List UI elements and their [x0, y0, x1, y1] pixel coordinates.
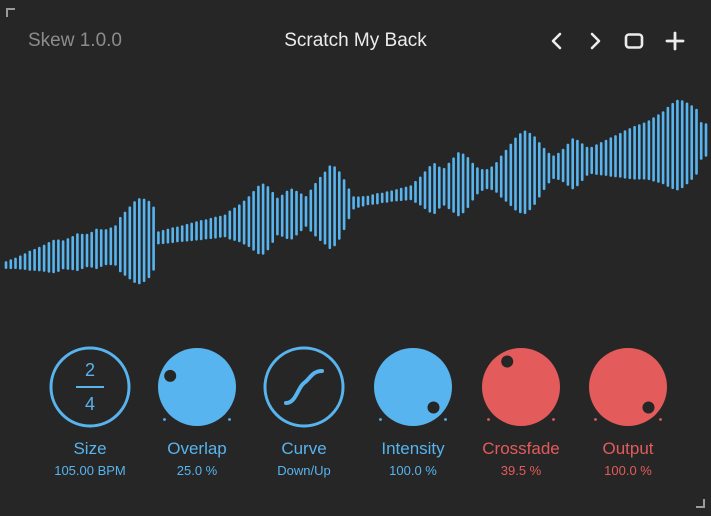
- window-button[interactable]: [619, 26, 649, 56]
- intensity-label: Intensity: [381, 439, 445, 458]
- curve-knob[interactable]: [262, 345, 346, 429]
- crossfade-value: 39.5 %: [500, 463, 542, 478]
- plus-icon: [665, 31, 685, 51]
- crossfade-max-tick: [552, 418, 555, 421]
- intensity-min-tick: [379, 418, 382, 421]
- resize-handle[interactable]: [696, 499, 705, 508]
- curve-ring: [263, 346, 345, 428]
- overlap-indicator: [164, 369, 177, 382]
- overlap-label: Overlap: [167, 439, 227, 458]
- crossfade-label: Crossfade: [482, 439, 560, 458]
- preset-name[interactable]: Scratch My Back: [284, 30, 427, 51]
- output-max-tick: [659, 418, 662, 421]
- crossfade-indicator: [501, 355, 514, 368]
- crossfade-knob[interactable]: [479, 345, 563, 429]
- overlap-min-tick: [163, 418, 166, 421]
- overlap-max-tick: [228, 418, 231, 421]
- size-knob[interactable]: 2 4: [48, 345, 132, 429]
- intensity-indicator: [427, 401, 440, 414]
- overlap-knob[interactable]: [155, 345, 239, 429]
- size-numerator: 2: [85, 360, 95, 380]
- intensity-knob-body: [374, 348, 452, 426]
- output-knob[interactable]: [586, 345, 670, 429]
- intensity-max-tick: [444, 418, 447, 421]
- output-min-tick: [594, 418, 597, 421]
- size-value: 105.00 BPM: [54, 463, 126, 478]
- curve-label: Curve: [281, 439, 327, 458]
- size-denominator: 4: [85, 394, 95, 414]
- output-value: 100.0 %: [604, 463, 652, 478]
- output-label: Output: [602, 439, 654, 458]
- waveform-display[interactable]: [0, 85, 711, 285]
- chevron-left-icon: [551, 32, 562, 50]
- next-preset-button[interactable]: [580, 26, 610, 56]
- window-icon: [624, 33, 644, 49]
- add-preset-button[interactable]: [660, 26, 690, 56]
- crossfade-min-tick: [487, 418, 490, 421]
- size-ring: [49, 346, 131, 428]
- curve-shape-icon: [284, 369, 324, 405]
- crossfade-knob-body: [482, 348, 560, 426]
- intensity-knob[interactable]: [371, 345, 455, 429]
- overlap-knob-body: [158, 348, 236, 426]
- output-indicator: [642, 401, 655, 414]
- curve-value: Down/Up: [277, 463, 331, 478]
- chevron-right-icon: [590, 32, 601, 50]
- output-knob-body: [589, 348, 667, 426]
- plugin-version: Skew 1.0.0: [28, 30, 122, 51]
- overlap-value: 25.0 %: [176, 463, 218, 478]
- previous-preset-button[interactable]: [542, 26, 572, 56]
- intensity-value: 100.0 %: [389, 463, 437, 478]
- corner-mark-top-left: [6, 8, 15, 17]
- size-label: Size: [73, 439, 107, 458]
